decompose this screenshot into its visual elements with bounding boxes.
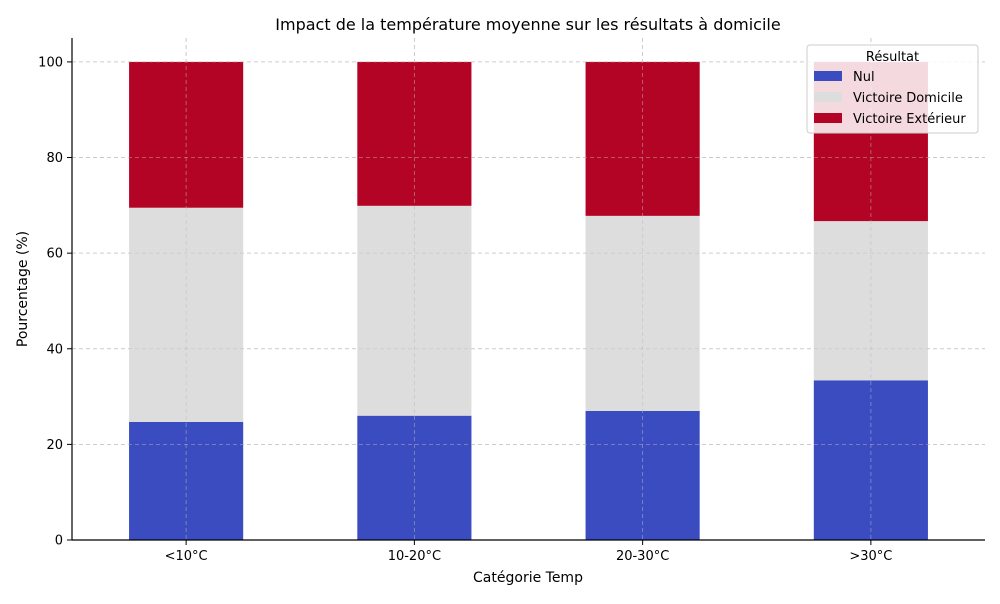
legend-swatch (814, 113, 842, 123)
bar-segment (357, 205, 472, 416)
chart-title: Impact de la température moyenne sur les… (275, 15, 780, 34)
x-tick-label: <10°C (165, 549, 208, 564)
legend: Résultat Nul Victoire Domicile Victoire Ext… (806, 44, 979, 134)
y-axis-label: Pourcentage (%) (15, 231, 31, 347)
y-tick-label: 100 (38, 55, 63, 70)
x-tick-label: >30°C (849, 549, 892, 564)
x-axis-label: Catégorie Temp (473, 570, 583, 586)
axes: 0 20 40 60 80 100 <10°C 10-20°C 20-30°C >30°C (38, 38, 985, 564)
y-tick-label: 40 (46, 342, 63, 357)
y-tick-label: 0 (55, 534, 63, 549)
legend-swatch (814, 92, 842, 102)
y-tick-label: 80 (46, 151, 63, 166)
legend-label: Nul (853, 70, 875, 85)
bar-segment (129, 61, 244, 208)
bars (72, 38, 985, 541)
bar-segment (357, 415, 472, 540)
y-tick-label: 20 (46, 438, 63, 453)
legend-label: Victoire Domicile (853, 91, 963, 106)
legend-box (806, 44, 979, 134)
x-tick-label: 10-20°C (388, 549, 441, 564)
y-tick-label: 60 (46, 247, 63, 262)
legend-label: Victoire Extérieur (853, 112, 966, 127)
legend-title: Résultat (866, 50, 919, 65)
x-tick-label: 20-30°C (616, 549, 669, 564)
legend-swatch (814, 71, 842, 81)
